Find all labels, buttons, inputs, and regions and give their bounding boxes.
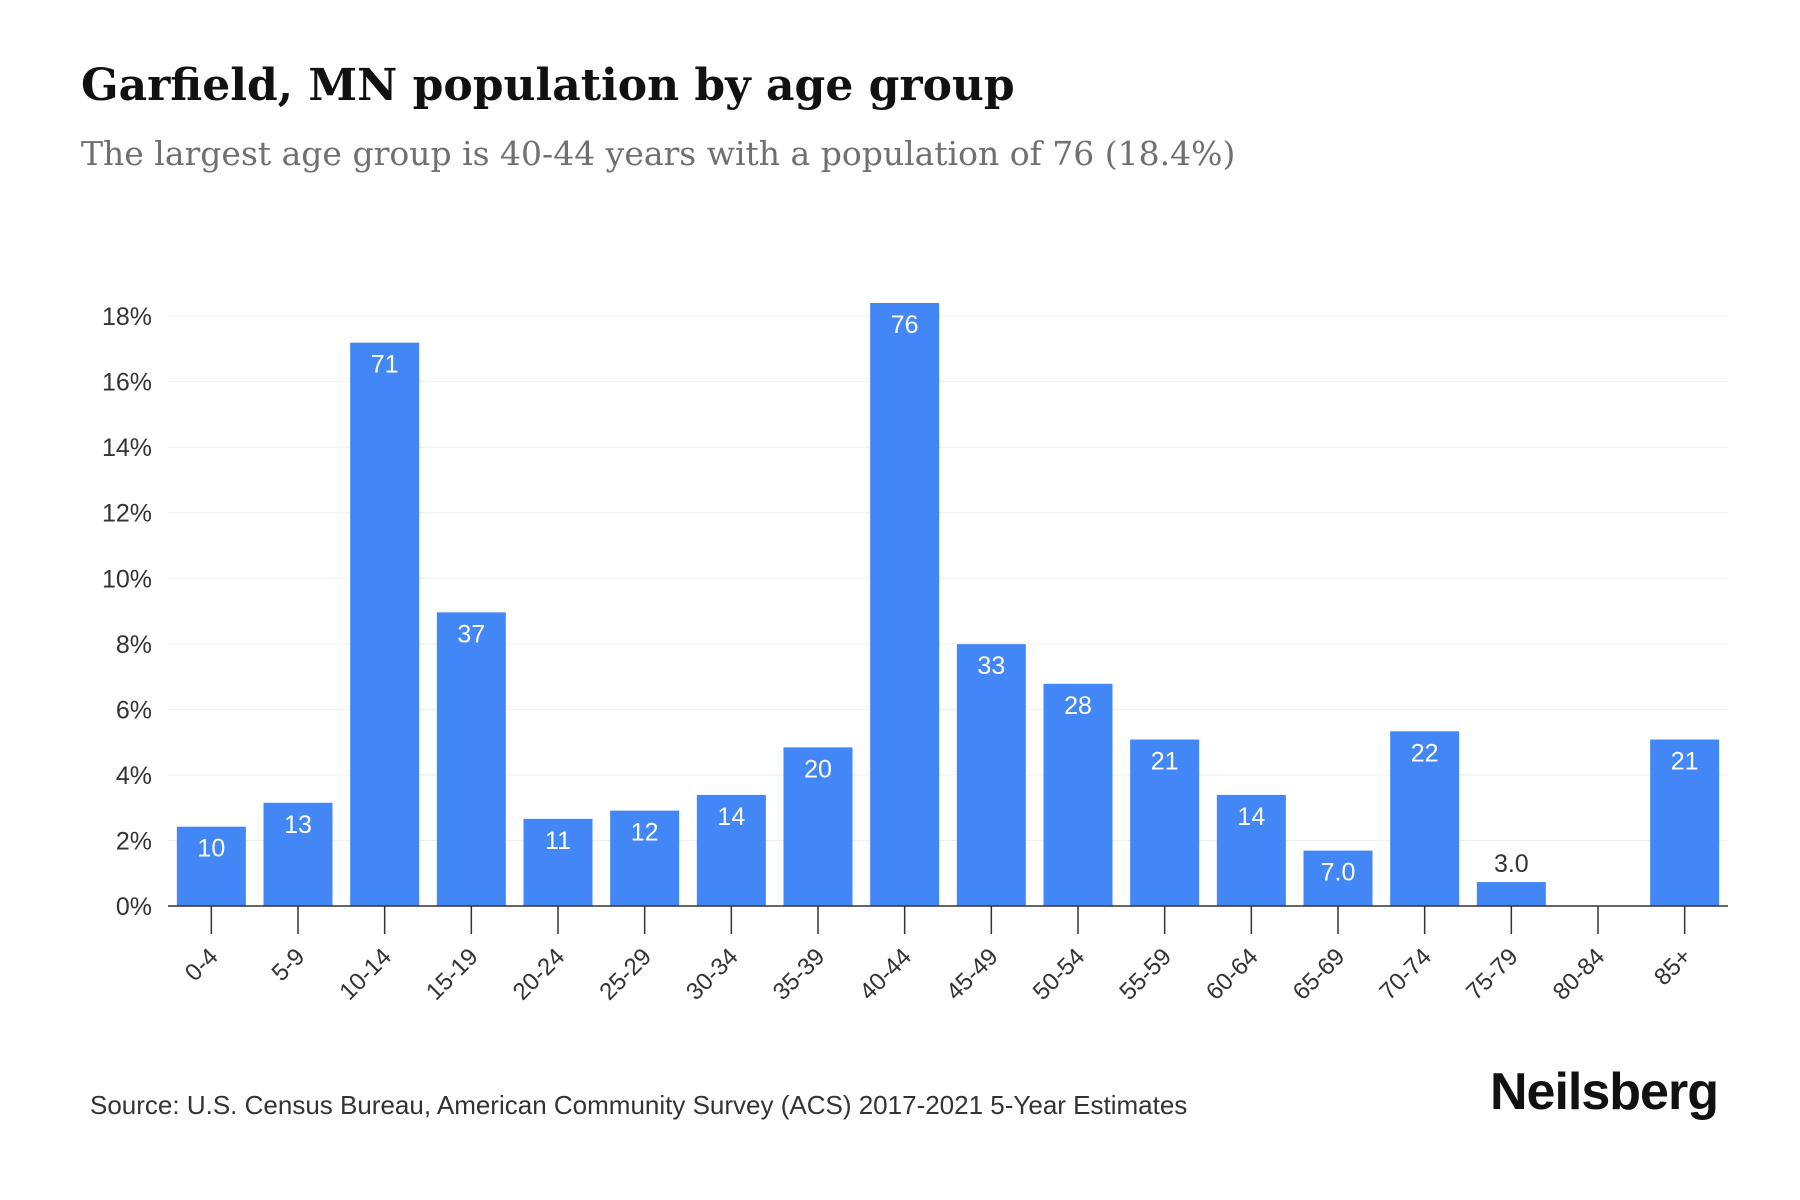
data-label: 21 — [1151, 748, 1179, 776]
bar-55-59 — [1130, 739, 1200, 906]
bar-5-9 — [263, 802, 333, 906]
x-tick-label: 40-44 — [854, 943, 917, 1006]
bar-40-44 — [870, 303, 940, 906]
x-tick-label: 70-74 — [1374, 943, 1437, 1006]
chart-title: Garfield, MN population by age group — [81, 60, 1015, 111]
y-tick-label: 6% — [116, 696, 152, 724]
x-tick-label: 20-24 — [508, 943, 571, 1006]
y-axis-tick-labels: 0% 2% 4% 6% 8% 10% 12% 14% 16% 18% — [102, 303, 152, 921]
bar-35-39 — [783, 747, 853, 906]
bar-60-64 — [1216, 794, 1286, 906]
bar-85+ — [1650, 739, 1720, 906]
chart-subtitle: The largest age group is 40-44 years wit… — [81, 134, 1236, 173]
bar-15-19 — [436, 612, 506, 906]
x-tick-label: 0-4 — [180, 943, 224, 987]
bar-75-79 — [1476, 882, 1546, 906]
x-tick-label: 55-59 — [1114, 943, 1177, 1006]
gridlines — [168, 315, 1728, 841]
data-label: 12 — [631, 819, 659, 847]
data-label: 3.0 — [1494, 850, 1529, 878]
bar-50-54 — [1043, 683, 1113, 906]
bar-25-29 — [610, 810, 680, 906]
bar-30-34 — [696, 794, 766, 906]
bar-45-49 — [956, 644, 1026, 906]
x-tick-label: 30-34 — [681, 943, 744, 1006]
y-tick-label: 16% — [102, 369, 152, 397]
x-tick-label: 15-19 — [421, 943, 484, 1006]
bar-20-24 — [523, 818, 593, 906]
y-tick-label: 8% — [116, 631, 152, 659]
bars — [176, 303, 1720, 906]
data-labels: 10 13 71 37 11 12 14 20 76 33 28 21 14 7.0 22 3.0 21 — [197, 311, 1698, 887]
data-label: 14 — [1237, 803, 1265, 831]
data-label: 37 — [457, 620, 485, 648]
data-label: 76 — [891, 311, 919, 339]
data-label: 7.0 — [1321, 859, 1356, 887]
x-tick-label: 50-54 — [1028, 943, 1091, 1006]
x-tick-label: 65-69 — [1288, 943, 1351, 1006]
data-label: 11 — [545, 827, 571, 855]
data-label: 13 — [284, 811, 312, 839]
y-tick-label: 14% — [102, 434, 152, 462]
data-label: 21 — [1671, 748, 1699, 776]
y-tick-label: 0% — [116, 893, 152, 921]
x-tick-label: 25-29 — [594, 943, 657, 1006]
x-axis-ticks: 0-4 5-9 10-14 15-19 20-24 25-29 30-34 35-39 40-4… — [180, 906, 1697, 1006]
y-tick-label: 12% — [102, 500, 152, 528]
x-tick-label: 5-9 — [267, 943, 311, 987]
x-tick-label: 10-14 — [334, 943, 397, 1006]
x-tick-label: 80-84 — [1548, 943, 1611, 1006]
data-label: 22 — [1411, 739, 1439, 767]
x-tick-label: 85+ — [1649, 943, 1697, 991]
y-tick-label: 10% — [102, 565, 152, 593]
source-note: Source: U.S. Census Bureau, American Com… — [90, 1090, 1188, 1120]
data-label: 71 — [371, 351, 399, 379]
bar-chart: 0% 2% 4% 6% 8% 10% 12% 14% 16% 18% 10 13 71 37 11 12 14… — [102, 303, 1728, 1006]
x-tick-label: 75-79 — [1461, 943, 1524, 1006]
neilsberg-logo: Neilsberg — [1490, 1063, 1719, 1121]
x-tick-label: 60-64 — [1201, 943, 1264, 1006]
y-tick-label: 2% — [116, 827, 152, 855]
bar-0-4 — [176, 826, 246, 906]
bar-65-69 — [1303, 850, 1373, 906]
data-label: 14 — [717, 803, 745, 831]
x-tick-label: 35-39 — [768, 943, 831, 1006]
data-label: 28 — [1064, 692, 1092, 720]
data-label: 10 — [197, 835, 225, 863]
y-tick-label: 4% — [116, 762, 152, 790]
bar-10-14 — [350, 342, 420, 906]
x-tick-label: 45-49 — [941, 943, 1004, 1006]
bar-70-74 — [1390, 731, 1460, 906]
data-label: 33 — [977, 652, 1005, 680]
y-tick-label: 18% — [102, 303, 152, 331]
data-label: 20 — [804, 755, 832, 783]
